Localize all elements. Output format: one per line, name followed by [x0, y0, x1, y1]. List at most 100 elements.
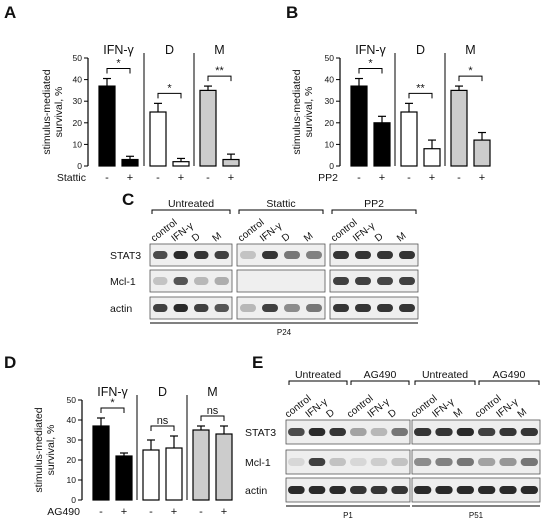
y-axis-label: stimulus-mediatedsurvival, %: [291, 69, 315, 154]
blot-band: [414, 458, 432, 466]
significance-label: ns: [157, 415, 169, 427]
blot-band: [214, 304, 229, 312]
bar: [400, 111, 418, 167]
condition-label: Stattic: [266, 198, 295, 210]
y-tick-label: 20: [67, 455, 77, 465]
blot-band: [288, 428, 305, 436]
blot-band: [499, 428, 517, 436]
blot-band: [520, 486, 538, 494]
group-label: D: [158, 385, 167, 399]
treatment-sign: +: [379, 172, 385, 184]
blot-band: [520, 458, 538, 466]
bar: [149, 111, 167, 167]
blot-strip: [411, 477, 541, 503]
panel-label-e: E: [252, 353, 263, 372]
blot-band: [333, 304, 349, 312]
condition-label: PP2: [364, 198, 384, 210]
y-axis-label: stimulus-mediatedsurvival, %: [33, 407, 57, 492]
significance-label: **: [215, 65, 224, 77]
blot-band: [370, 486, 388, 494]
treatment-label: PP2: [318, 172, 338, 184]
blot-band: [240, 304, 256, 312]
bar-chart-d: 0 10 20 30 40 50 stimulus-mediatedsurvival, % -…: [33, 385, 233, 518]
blot-strip: [329, 296, 419, 320]
significance-bracket: [150, 425, 175, 431]
blot-band: [456, 458, 474, 466]
blot-band: [194, 277, 209, 285]
treatment-sign: +: [171, 506, 177, 518]
y-tick-label: 50: [325, 53, 335, 63]
blot-band: [214, 277, 229, 285]
group-label: M: [465, 43, 475, 57]
y-tick-label: 40: [67, 415, 77, 425]
blot-band: [391, 428, 408, 436]
bar: [92, 425, 110, 501]
significance-label: *: [116, 58, 121, 70]
condition-label: AG490: [364, 369, 397, 381]
condition-bracket: [414, 380, 476, 385]
significance-label: ns: [207, 405, 219, 417]
blot-band: [355, 251, 371, 259]
blot-strip: [411, 449, 541, 475]
blot-band: [306, 251, 322, 259]
blot-band: [520, 428, 538, 436]
treatment-sign: +: [221, 506, 227, 518]
blot-band: [350, 458, 367, 466]
panel-label-d: D: [4, 353, 16, 372]
blot-row-label: actin: [110, 303, 132, 315]
blot-band: [194, 304, 209, 312]
bar: [142, 449, 160, 501]
blot-band: [350, 428, 367, 436]
bar: [473, 139, 491, 167]
treatment-sign: -: [457, 172, 461, 184]
blot-band: [391, 458, 408, 466]
treatment-sign: +: [479, 172, 485, 184]
treatment-sign: -: [357, 172, 361, 184]
y-tick-label: 40: [73, 75, 83, 85]
condition-bracket: [288, 380, 348, 385]
treatment-sign: -: [206, 172, 210, 184]
blot-band: [391, 486, 408, 494]
condition-bracket: [478, 380, 540, 385]
lane-label: M: [211, 231, 224, 245]
treatment-sign: +: [178, 172, 184, 184]
significance-bracket: [458, 75, 483, 82]
blot-band: [329, 486, 346, 494]
blot-band: [329, 428, 346, 436]
treatment-sign: +: [121, 506, 127, 518]
condition-label: AG490: [493, 369, 526, 381]
group-label: M: [207, 385, 217, 399]
group-label: D: [416, 43, 425, 57]
blot-band: [262, 304, 278, 312]
panel-label-c: C: [122, 190, 134, 209]
treatment-sign: +: [127, 172, 133, 184]
bar: [423, 148, 441, 167]
lane-label: M: [395, 231, 408, 245]
blot-band: [435, 486, 453, 494]
significance-bracket: [157, 92, 182, 99]
condition-bracket: [151, 209, 231, 214]
treatment-sign: -: [199, 506, 203, 518]
blot-band: [414, 428, 432, 436]
blot-band: [284, 251, 300, 259]
blot-band: [240, 251, 256, 259]
blot-band: [214, 251, 229, 259]
panel-label-a: A: [4, 3, 16, 22]
blot-band: [478, 458, 496, 466]
passage-label: P51: [469, 511, 484, 520]
blot-band: [456, 428, 474, 436]
y-tick-label: 30: [67, 435, 77, 445]
blot-band: [435, 428, 453, 436]
significance-bracket: [200, 415, 225, 421]
blot-row-label: actin: [245, 485, 267, 497]
significance-bracket: [207, 75, 232, 82]
blot-strip: [236, 269, 326, 293]
y-tick-label: 20: [325, 118, 335, 128]
group-label: IFN-γ: [355, 43, 386, 57]
bar: [121, 158, 139, 167]
treatment-sign: -: [149, 506, 153, 518]
treatment-sign: -: [99, 506, 103, 518]
lane-label: D: [373, 231, 385, 244]
blot-band: [288, 458, 305, 466]
